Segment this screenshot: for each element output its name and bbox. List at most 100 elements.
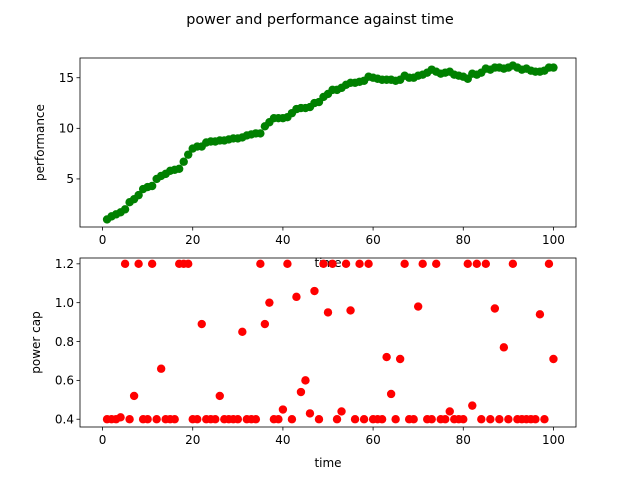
- power-cap-point: [170, 415, 179, 424]
- performance-point: [120, 205, 130, 214]
- performance-x-tick-label: 40: [275, 233, 290, 247]
- power-cap-point: [468, 401, 477, 410]
- power-cap-point: [441, 415, 450, 424]
- power-cap-point: [544, 259, 554, 269]
- power-cap-point: [364, 259, 373, 269]
- performance-point: [179, 157, 188, 166]
- power-cap-point: [215, 391, 224, 401]
- power-cap-y-tick-label: 0.4: [55, 413, 74, 427]
- power-cap-point: [535, 310, 545, 319]
- power-cap-point: [459, 415, 468, 424]
- power-cap-points: [102, 259, 558, 424]
- power-cap-point: [409, 415, 418, 424]
- performance-point: [147, 181, 157, 191]
- power-cap-point: [427, 415, 436, 424]
- power-cap-plot: 0 20 40 60 80 100 0.4 0.6 0.8 1.0 1.2 time power ca…: [29, 257, 577, 470]
- power-cap-point: [292, 292, 301, 302]
- power-cap-point: [184, 259, 193, 269]
- performance-y-axis-label: performance: [33, 104, 47, 181]
- power-cap-point: [413, 302, 423, 311]
- power-cap-point: [310, 286, 319, 296]
- power-cap-point: [495, 415, 504, 424]
- power-cap-point: [386, 389, 396, 399]
- performance-point: [175, 164, 184, 174]
- power-cap-point: [418, 259, 427, 269]
- power-cap-point: [193, 415, 202, 424]
- performance-y-tick-label: 10: [59, 122, 74, 136]
- power-cap-point: [301, 376, 310, 385]
- power-cap-point: [319, 259, 328, 269]
- power-cap-point: [490, 304, 500, 313]
- power-cap-point: [211, 415, 220, 424]
- power-cap-point: [391, 415, 400, 424]
- performance-x-tick-label: 0: [99, 233, 107, 247]
- power-cap-point: [116, 413, 125, 422]
- performance-x-tick-label: 80: [456, 233, 471, 247]
- power-cap-point: [486, 415, 495, 424]
- performance-point: [184, 150, 193, 159]
- power-cap-point: [265, 298, 274, 307]
- power-cap-point: [156, 364, 166, 373]
- power-cap-point: [350, 415, 360, 424]
- power-cap-point: [499, 343, 509, 352]
- power-cap-point: [445, 407, 454, 416]
- performance-ticks: 0 20 40 60 80 100 5 10 15: [59, 71, 565, 247]
- power-cap-point: [346, 306, 355, 315]
- power-cap-point: [238, 327, 247, 337]
- power-cap-point: [540, 415, 549, 424]
- power-cap-ticks: 0 20 40 60 80 100 0.4 0.6 0.8 1.0 1.2: [55, 257, 565, 447]
- power-cap-point: [481, 259, 491, 269]
- power-cap-point: [278, 405, 288, 414]
- power-cap-point: [143, 415, 152, 424]
- power-cap-point: [314, 415, 324, 424]
- power-cap-point: [432, 259, 441, 269]
- power-cap-y-tick-label: 0.8: [55, 335, 74, 349]
- performance-point: [134, 190, 143, 200]
- power-cap-point: [359, 415, 369, 424]
- power-cap-point: [256, 259, 265, 269]
- power-cap-x-tick-label: 20: [185, 433, 200, 447]
- power-cap-y-tick-label: 0.6: [55, 374, 74, 388]
- power-cap-x-axis-label: time: [314, 456, 341, 470]
- power-cap-point: [274, 415, 283, 424]
- power-cap-point: [283, 259, 292, 269]
- power-cap-point: [251, 415, 261, 424]
- power-cap-point: [129, 391, 139, 401]
- power-cap-axes-frame: [79, 257, 577, 428]
- power-cap-point: [134, 259, 143, 269]
- power-cap-point: [504, 415, 513, 424]
- power-cap-y-tick-label: 1.0: [55, 296, 74, 310]
- power-cap-y-axis-label: power cap: [29, 311, 43, 373]
- power-cap-point: [233, 415, 243, 424]
- performance-y-tick-label: 15: [59, 71, 74, 85]
- power-cap-point: [152, 415, 161, 424]
- power-cap-point: [332, 415, 342, 424]
- power-cap-point: [305, 409, 315, 418]
- power-cap-point: [120, 259, 130, 269]
- performance-point: [256, 129, 265, 138]
- performance-x-tick-label: 60: [365, 233, 380, 247]
- performance-x-tick-label: 20: [185, 233, 200, 247]
- performance-y-tick-label: 5: [66, 172, 74, 186]
- power-cap-point: [549, 354, 558, 364]
- power-cap-x-tick-label: 80: [456, 433, 471, 447]
- power-cap-point: [355, 259, 364, 269]
- power-cap-point: [260, 319, 270, 329]
- power-cap-point: [463, 259, 472, 269]
- power-cap-point: [382, 352, 391, 362]
- power-cap-point: [125, 415, 134, 424]
- power-cap-point: [472, 259, 481, 269]
- performance-axes-frame: [79, 57, 577, 228]
- power-cap-point: [477, 415, 486, 424]
- power-cap-x-tick-label: 100: [542, 433, 565, 447]
- performance-x-tick-label: 100: [542, 233, 565, 247]
- power-cap-point: [197, 319, 206, 329]
- power-cap-x-tick-label: 60: [365, 433, 380, 447]
- power-cap-point: [341, 259, 351, 269]
- power-cap-point: [377, 415, 387, 424]
- power-cap-point: [296, 387, 306, 397]
- power-cap-x-tick-label: 0: [99, 433, 107, 447]
- power-cap-point: [395, 354, 405, 364]
